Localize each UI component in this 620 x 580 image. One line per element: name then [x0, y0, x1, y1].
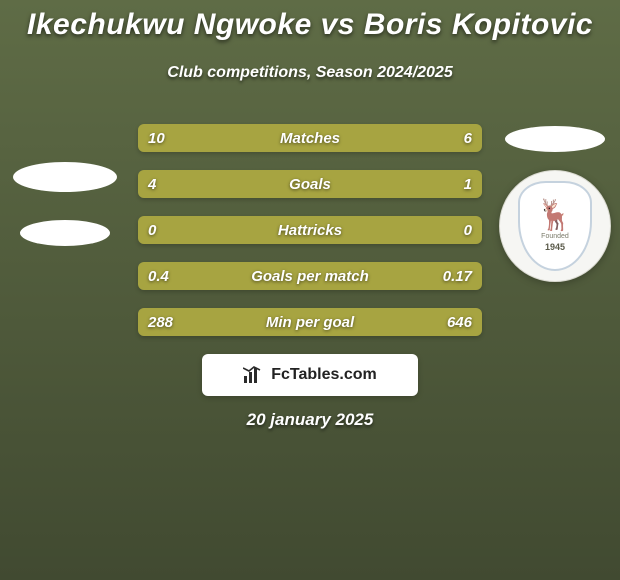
date-label: 20 january 2025: [0, 410, 620, 430]
bar-value-left: 4: [138, 170, 166, 198]
bar-row: Matches10 6: [138, 124, 482, 152]
comparison-infographic: Ikechukwu Ngwoke vs Boris Kopitovic Club…: [0, 0, 620, 580]
bar-value-left: 0: [138, 216, 166, 244]
bar-row: Hattricks0 0: [138, 216, 482, 244]
shield-icon: 🦌 Founded 1945: [518, 181, 592, 271]
page-title: Ikechukwu Ngwoke vs Boris Kopitovic: [0, 8, 620, 42]
brand-box: FcTables.com: [202, 354, 418, 396]
bar-value-left: 288: [138, 308, 183, 336]
club-crest-icon: 🦌 Founded 1945: [499, 170, 611, 282]
bar-label: Hattricks: [138, 216, 482, 244]
bar-label: Matches: [138, 124, 482, 152]
stag-icon: 🦌: [536, 201, 573, 231]
crest-year: 1945: [545, 242, 565, 252]
bar-row: Goals per match0.4 0.17: [138, 262, 482, 290]
bar-value-right: 0: [454, 216, 482, 244]
bar-value-left: 0.4: [138, 262, 179, 290]
bar-chart-icon: [243, 366, 265, 384]
flag-ellipse-icon: [505, 126, 605, 152]
crest-founded-label: Founded: [541, 233, 569, 240]
bar-row: Min per goal288 646: [138, 308, 482, 336]
bar-row: Goals4 1: [138, 170, 482, 198]
brand-label: FcTables.com: [271, 366, 377, 384]
bar-label: Goals per match: [138, 262, 482, 290]
player-right-badge: 🦌 Founded 1945: [490, 104, 620, 304]
flag-ellipse-icon: [13, 162, 117, 192]
comparison-bars: Matches10 6 Goals4 1 Hattricks0 0 Goals per ma…: [138, 124, 482, 336]
bar-value-right: 6: [454, 124, 482, 152]
club-ellipse-icon: [20, 220, 110, 246]
bar-value-left: 10: [138, 124, 175, 152]
bar-value-right: 646: [437, 308, 482, 336]
bar-label: Min per goal: [138, 308, 482, 336]
bar-label: Goals: [138, 170, 482, 198]
player-left-badge: [0, 104, 130, 304]
bar-value-right: 0.17: [433, 262, 482, 290]
bar-value-right: 1: [454, 170, 482, 198]
page-subtitle: Club competitions, Season 2024/2025: [0, 64, 620, 82]
